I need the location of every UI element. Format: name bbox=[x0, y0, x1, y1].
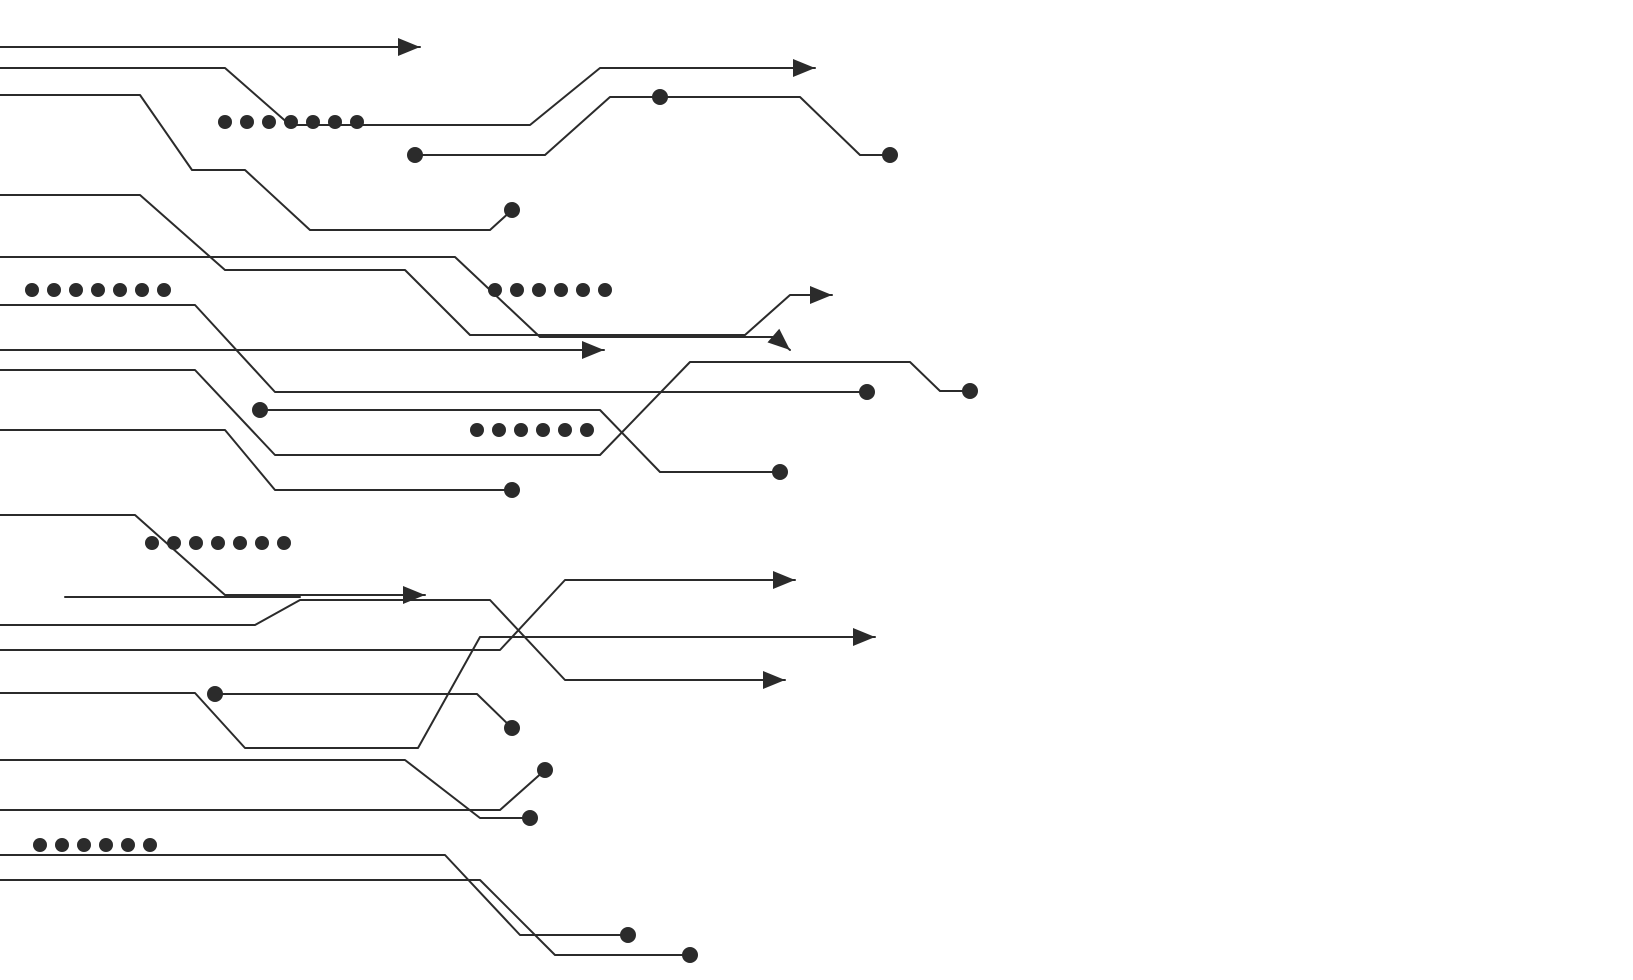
decorative-dot bbox=[580, 423, 594, 437]
circuit-diagram bbox=[0, 0, 1633, 980]
decorative-dot bbox=[121, 838, 135, 852]
trace bbox=[0, 362, 970, 455]
trace bbox=[0, 637, 875, 748]
trace bbox=[0, 430, 512, 490]
decorative-dot bbox=[47, 283, 61, 297]
decorative-dot bbox=[25, 283, 39, 297]
trace bbox=[0, 305, 867, 392]
decorative-dot bbox=[233, 536, 247, 550]
decorative-dot bbox=[558, 423, 572, 437]
decorative-dot bbox=[328, 115, 342, 129]
decorative-dot bbox=[91, 283, 105, 297]
decorative-dot bbox=[218, 115, 232, 129]
decorative-dot bbox=[55, 838, 69, 852]
decorative-dot bbox=[488, 283, 502, 297]
decorative-dot bbox=[69, 283, 83, 297]
trace bbox=[0, 195, 832, 335]
trace bbox=[0, 855, 628, 935]
decorative-dot bbox=[532, 283, 546, 297]
decorative-dot bbox=[145, 536, 159, 550]
trace bbox=[0, 600, 785, 680]
decorative-dot bbox=[470, 423, 484, 437]
trace bbox=[0, 95, 512, 230]
decorative-dot bbox=[536, 423, 550, 437]
decorative-dot bbox=[240, 115, 254, 129]
decorative-dot bbox=[510, 283, 524, 297]
decorative-dot bbox=[135, 283, 149, 297]
decorative-dot bbox=[255, 536, 269, 550]
decorative-dot bbox=[350, 115, 364, 129]
decorative-dot bbox=[598, 283, 612, 297]
decorative-dot bbox=[514, 423, 528, 437]
decorative-dot bbox=[284, 115, 298, 129]
decorative-dot bbox=[306, 115, 320, 129]
decorative-dot bbox=[262, 115, 276, 129]
trace bbox=[660, 97, 890, 155]
decorative-dot bbox=[33, 838, 47, 852]
decorative-dot bbox=[554, 283, 568, 297]
trace bbox=[0, 580, 795, 650]
decorative-dot bbox=[211, 536, 225, 550]
trace bbox=[0, 515, 425, 595]
decorative-dot bbox=[113, 283, 127, 297]
decorative-dot bbox=[189, 536, 203, 550]
decorative-dot bbox=[143, 838, 157, 852]
decorative-dot bbox=[77, 838, 91, 852]
trace bbox=[260, 410, 780, 472]
decorative-dot bbox=[99, 838, 113, 852]
decorative-dot bbox=[492, 423, 506, 437]
decorative-dot bbox=[167, 536, 181, 550]
trace bbox=[215, 694, 512, 728]
decorative-dot bbox=[576, 283, 590, 297]
trace bbox=[0, 880, 690, 955]
decorative-dot bbox=[277, 536, 291, 550]
decorative-dot bbox=[157, 283, 171, 297]
